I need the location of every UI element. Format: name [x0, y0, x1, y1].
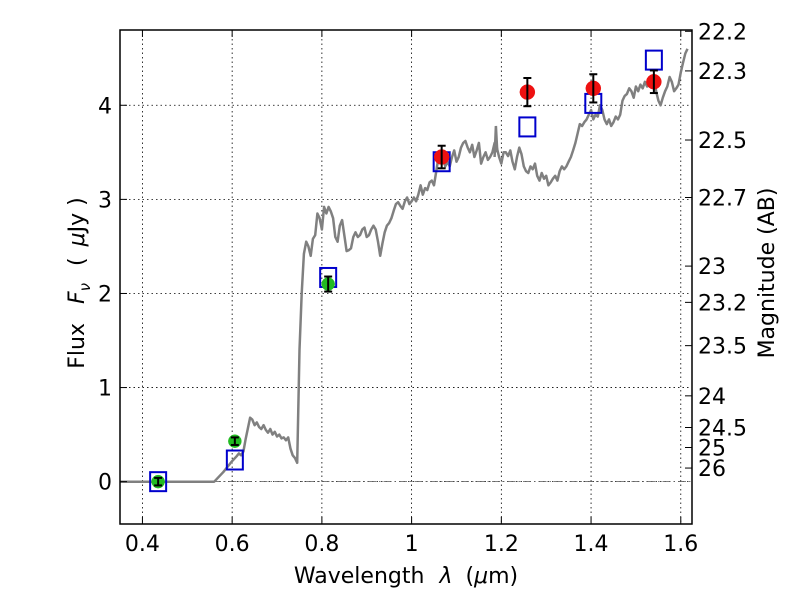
model-photometry-square [225, 449, 244, 471]
y2-tick-label: 23.5 [698, 335, 747, 360]
model-photometry-square [644, 49, 663, 71]
photometry-markers [149, 49, 663, 493]
y2-tick-label: 22.2 [698, 20, 747, 45]
x-tick-label: 1.4 [574, 532, 609, 557]
x-tick-label: 1 [405, 532, 419, 557]
model-photometry-square [518, 116, 537, 138]
axis-ticks: 0.4 0.6 0.8 1 1.2 1.4 1.60123422.222.322.522.7… [98, 20, 747, 557]
x-axis-label: Wavelength λ (μm) [294, 564, 518, 589]
y2-tick-label: 23.2 [698, 291, 747, 316]
y2-tick-label: 22.3 [698, 60, 747, 85]
model-sed-line [120, 48, 689, 483]
y2-tick-label: 22.5 [698, 129, 747, 154]
plot-frame [119, 29, 693, 525]
x-tick-label: 0.6 [215, 532, 250, 557]
grid [120, 30, 692, 524]
model-photometry-square [149, 471, 168, 493]
x-tick-label: 0.4 [125, 532, 160, 557]
model-sed-spike [493, 125, 499, 158]
y2-tick-label: 23 [698, 255, 726, 280]
y-tick-label: 1 [98, 377, 112, 402]
x-tick-label: 1.6 [663, 532, 698, 557]
model-sed [120, 48, 689, 483]
x-tick-label: 1.2 [484, 532, 519, 557]
y-tick-label: 0 [98, 471, 112, 496]
y2-tick-label: 26 [698, 457, 726, 482]
y2-tick-label: 22.7 [698, 186, 747, 211]
y2-axis-label: Magnitude (AB) [755, 188, 780, 359]
y-tick-label: 4 [98, 94, 112, 119]
x-tick-label: 0.8 [304, 532, 339, 557]
y2-tick-label: 24 [698, 385, 726, 410]
y-tick-label: 2 [98, 282, 112, 307]
y-axis-label: Flux Fν ( μJy ) [65, 197, 96, 368]
y2-tick-label: 24.5 [698, 417, 747, 442]
y2-tick-label: 25 [698, 436, 726, 461]
y-tick-label: 3 [98, 188, 112, 213]
